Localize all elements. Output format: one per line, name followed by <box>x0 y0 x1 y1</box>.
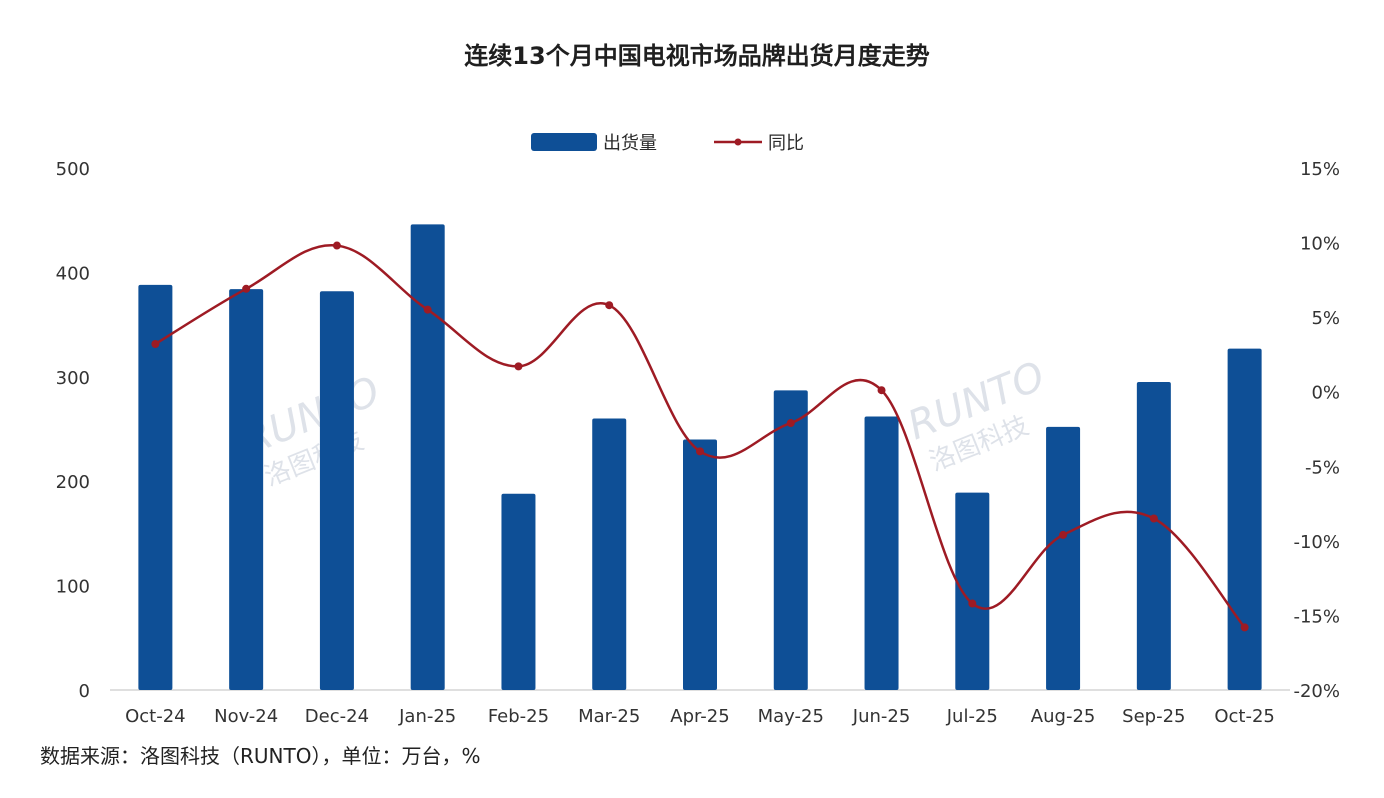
bar-nov-24 <box>229 289 264 690</box>
legend-bar-label: 出货量 <box>603 133 657 154</box>
x-tick-label: Apr-25 <box>670 706 729 727</box>
bar-jan-25 <box>410 224 445 690</box>
yoy-point-nov-24 <box>242 284 251 293</box>
bar-jul-25 <box>955 492 990 690</box>
yoy-point-mar-25 <box>605 301 614 310</box>
left-tick-label: 300 <box>56 368 90 389</box>
x-tick-label: Aug-25 <box>1031 706 1096 727</box>
x-tick-label: Oct-25 <box>1214 706 1275 727</box>
right-axis-ticks: -20% -15% -10% -5% 0% 5% 10% 15% <box>1293 159 1340 702</box>
yoy-point-may-25 <box>786 419 795 428</box>
left-tick-label: 100 <box>56 577 90 598</box>
yoy-point-sep-25 <box>1149 514 1158 523</box>
right-tick-label: 5% <box>1311 308 1340 329</box>
left-tick-label: 0 <box>79 681 90 702</box>
bar-jun-25 <box>864 416 899 690</box>
left-tick-label: 500 <box>56 159 90 180</box>
left-tick-label: 400 <box>56 263 90 284</box>
right-tick-label: 15% <box>1300 159 1340 180</box>
yoy-point-oct-25 <box>1240 623 1249 632</box>
left-axis-ticks: 0 100 200 300 400 500 <box>56 159 90 702</box>
x-tick-label: May-25 <box>758 706 824 727</box>
right-tick-label: -5% <box>1305 457 1340 478</box>
yoy-point-jan-25 <box>423 305 432 314</box>
x-tick-label: Jun-25 <box>852 706 911 727</box>
left-tick-label: 200 <box>56 472 90 493</box>
x-tick-label: Jul-25 <box>946 706 998 727</box>
bars <box>138 224 1262 690</box>
yoy-point-dec-24 <box>332 241 341 250</box>
bar-may-25 <box>773 390 808 690</box>
bar-mar-25 <box>592 418 627 690</box>
x-tick-label: Sep-25 <box>1122 706 1185 727</box>
legend-line-marker <box>734 138 742 146</box>
right-tick-label: -20% <box>1293 681 1340 702</box>
legend: 出货量 同比 <box>531 133 804 154</box>
bar-aug-25 <box>1046 426 1081 690</box>
legend-bar-swatch <box>531 133 597 151</box>
x-tick-label: Dec-24 <box>305 706 369 727</box>
x-axis-labels: Oct-24 Nov-24 Dec-24 Jan-25 Feb-25 Mar-25 Apr-… <box>125 706 1275 727</box>
watermarks: RUNTO 洛图科技 RUNTO 洛图科技 <box>237 353 1052 493</box>
bar-apr-25 <box>683 439 717 690</box>
x-tick-label: Oct-24 <box>125 706 186 727</box>
yoy-line-series <box>151 241 1249 632</box>
x-tick-label: Jan-25 <box>398 706 456 727</box>
bar-oct-24 <box>138 284 173 690</box>
right-tick-label: 10% <box>1300 234 1340 255</box>
x-tick-label: Feb-25 <box>488 706 549 727</box>
chart-title: 连续13个月中国电视市场品牌出货月度走势 <box>464 42 929 70</box>
yoy-point-aug-25 <box>1059 530 1068 539</box>
source-note: 数据来源：洛图科技（RUNTO），单位：万台，% <box>40 744 480 768</box>
right-tick-label: 0% <box>1311 383 1340 404</box>
right-tick-label: -15% <box>1293 606 1340 627</box>
right-tick-label: -10% <box>1293 532 1340 553</box>
legend-line-label: 同比 <box>768 133 804 154</box>
bar-oct-25 <box>1227 348 1262 690</box>
yoy-point-jul-25 <box>968 599 977 608</box>
yoy-point-feb-25 <box>514 362 523 371</box>
x-tick-label: Mar-25 <box>578 706 640 727</box>
bar-dec-24 <box>319 291 354 690</box>
yoy-point-oct-24 <box>151 339 160 348</box>
x-tick-label: Nov-24 <box>214 706 278 727</box>
bar-sep-25 <box>1136 382 1171 690</box>
bar-feb-25 <box>501 493 536 690</box>
yoy-point-apr-25 <box>696 447 704 456</box>
yoy-point-jun-25 <box>877 386 886 395</box>
